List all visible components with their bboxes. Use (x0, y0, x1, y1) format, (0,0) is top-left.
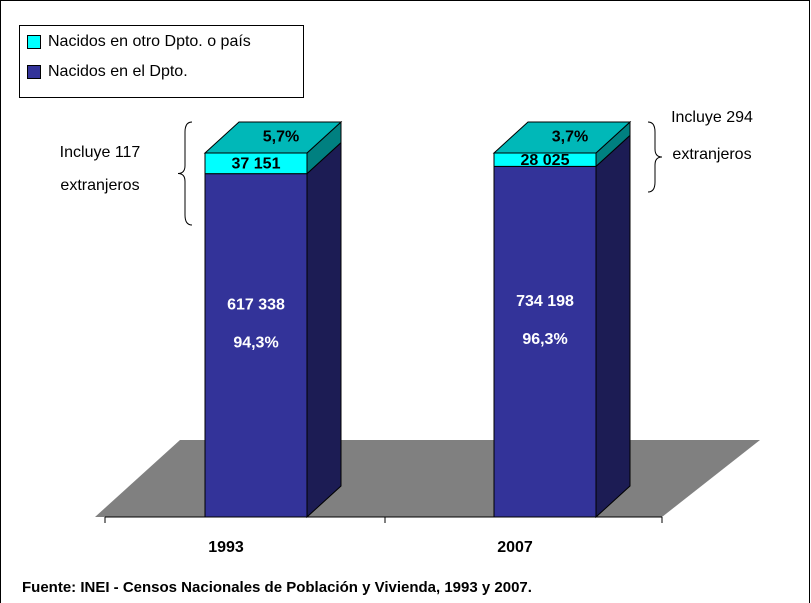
source-note: Fuente: INEI - Censos Nacionales de Pobl… (22, 579, 532, 596)
bar-top (203, 121, 343, 154)
floor (95, 440, 760, 517)
legend-label: Nacidos en el Dpto. (48, 63, 188, 80)
bar (493, 165, 597, 518)
bar-side (306, 141, 342, 519)
value-label: 617 338 (227, 297, 285, 314)
bar (204, 173, 308, 518)
value-label: 734 198 (516, 293, 574, 310)
legend-swatch (27, 35, 41, 49)
value-label: 37 151 (232, 156, 281, 173)
legend (19, 25, 304, 98)
annotation-text: Incluye 294 (671, 109, 753, 126)
percent-label: 94,3% (233, 335, 278, 352)
percent-label: 96,3% (522, 331, 567, 348)
x-tick-label: 1993 (208, 539, 244, 556)
annotation-text: extranjeros (60, 177, 139, 194)
annotation-text: Incluye 117 (60, 144, 141, 161)
annotation-text: extranjeros (672, 146, 751, 163)
legend-swatch (27, 65, 41, 79)
legend-label: Nacidos en otro Dpto. o país (48, 33, 251, 50)
percent-label: 3,7% (552, 129, 588, 146)
percent-label: 5,7% (263, 129, 299, 146)
x-tick-label: 2007 (497, 539, 533, 556)
annotation-brace (647, 121, 663, 193)
bar-top (492, 121, 632, 154)
bar-side (595, 134, 631, 519)
annotation-brace (177, 121, 193, 226)
value-label: 28 025 (521, 152, 570, 169)
